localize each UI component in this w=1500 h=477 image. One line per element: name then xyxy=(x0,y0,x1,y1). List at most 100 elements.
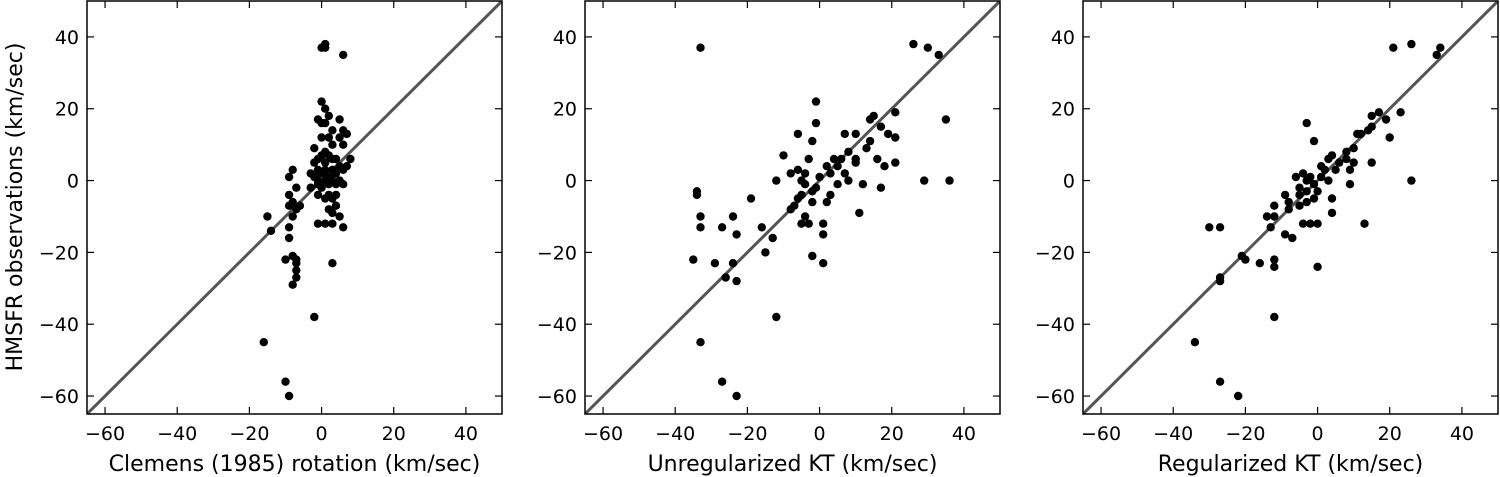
data-point xyxy=(1280,230,1290,239)
data-point xyxy=(1381,115,1391,124)
y-tick-label: 20 xyxy=(553,99,577,121)
data-point xyxy=(1215,276,1225,286)
data-point xyxy=(800,180,810,189)
data-point xyxy=(331,169,341,178)
data-point xyxy=(826,169,835,178)
data-point xyxy=(696,212,705,221)
data-point xyxy=(772,176,781,185)
data-point xyxy=(1270,262,1279,271)
data-point xyxy=(819,230,828,239)
data-point xyxy=(710,259,720,268)
data-point xyxy=(331,154,341,164)
data-point xyxy=(844,147,853,156)
data-point xyxy=(1295,190,1304,200)
data-point xyxy=(1262,212,1272,221)
data-point xyxy=(1215,223,1225,232)
data-point xyxy=(1295,201,1304,210)
data-point xyxy=(1313,262,1322,271)
data-point xyxy=(321,194,330,203)
data-point xyxy=(732,276,741,286)
data-point xyxy=(761,248,770,257)
y-tick-label: 40 xyxy=(55,27,79,49)
x-tick-label: −40 xyxy=(157,423,197,445)
x-tick-label: 40 xyxy=(1450,423,1474,445)
data-point xyxy=(880,162,889,171)
y-tick-label: −40 xyxy=(39,314,79,336)
data-point xyxy=(1345,165,1355,174)
data-point xyxy=(335,212,344,221)
data-point xyxy=(288,280,297,289)
data-point xyxy=(324,133,333,142)
data-point xyxy=(808,197,817,207)
data-point xyxy=(284,190,294,200)
data-point xyxy=(945,176,954,185)
y-tick-label: −60 xyxy=(537,386,577,408)
data-point xyxy=(1342,154,1351,164)
data-point xyxy=(1309,180,1319,189)
y-tick-label: 0 xyxy=(67,171,79,193)
y-tick-label: −20 xyxy=(1035,242,1075,264)
data-point xyxy=(321,158,330,167)
data-point xyxy=(811,97,821,106)
data-point xyxy=(876,183,886,192)
x-tick-label: 0 xyxy=(1312,423,1324,445)
data-point xyxy=(1320,165,1330,174)
data-point xyxy=(1327,194,1337,203)
data-point xyxy=(829,154,839,164)
data-point xyxy=(1270,255,1279,264)
data-point xyxy=(833,162,842,171)
y-tick-label: −60 xyxy=(39,386,79,408)
data-point xyxy=(721,273,730,282)
data-point xyxy=(891,158,900,167)
data-point xyxy=(1306,219,1315,228)
data-point xyxy=(292,273,301,282)
data-point xyxy=(1302,197,1311,207)
data-point xyxy=(1284,197,1293,207)
scatter-panel-3: −60 −40 −20 0 20 40 −60 −40 −20 0 20 40 Regularized … xyxy=(1035,0,1499,477)
data-point xyxy=(1302,176,1311,185)
data-point xyxy=(772,312,781,322)
data-point xyxy=(786,205,795,214)
data-point xyxy=(310,158,319,167)
x-axis-label: Regularized KT (km/sec) xyxy=(1158,452,1424,477)
data-point xyxy=(328,140,337,149)
y-tick-label: 40 xyxy=(553,27,577,49)
data-point xyxy=(288,165,297,174)
data-point xyxy=(1389,43,1398,52)
data-point xyxy=(331,180,341,189)
plot-frame xyxy=(1082,0,1499,415)
data-point xyxy=(717,223,727,232)
x-tick-label: 0 xyxy=(814,423,826,445)
data-point xyxy=(284,233,294,243)
data-point xyxy=(1396,108,1405,117)
data-point xyxy=(1255,259,1265,268)
data-point xyxy=(883,129,893,139)
data-point xyxy=(851,129,860,139)
data-point xyxy=(923,43,932,52)
data-point xyxy=(292,259,301,268)
data-point xyxy=(1349,158,1358,167)
data-point xyxy=(855,208,864,218)
data-point xyxy=(728,259,738,268)
x-tick-label: −40 xyxy=(1153,423,1193,445)
data-point xyxy=(732,230,741,239)
x-axis-label: Unregularized KT (km/sec) xyxy=(648,452,938,477)
data-point xyxy=(934,50,943,60)
plot-frame xyxy=(86,0,503,415)
data-point xyxy=(259,338,268,347)
data-point xyxy=(844,176,853,185)
data-point xyxy=(1407,39,1416,49)
data-point xyxy=(328,126,337,135)
data-point xyxy=(321,43,330,52)
scatter-panel-2: −60 −40 −20 0 20 40 −60 −40 −20 0 20 40 Unregularize… xyxy=(537,0,1001,477)
data-point xyxy=(793,165,803,174)
data-point xyxy=(840,129,849,139)
data-point xyxy=(909,39,918,49)
data-point xyxy=(800,212,810,221)
x-tick-label: −60 xyxy=(583,423,623,445)
data-point xyxy=(1367,111,1376,121)
data-point xyxy=(317,97,326,106)
data-point xyxy=(692,190,702,200)
data-point xyxy=(696,43,705,52)
data-point xyxy=(1324,176,1333,185)
